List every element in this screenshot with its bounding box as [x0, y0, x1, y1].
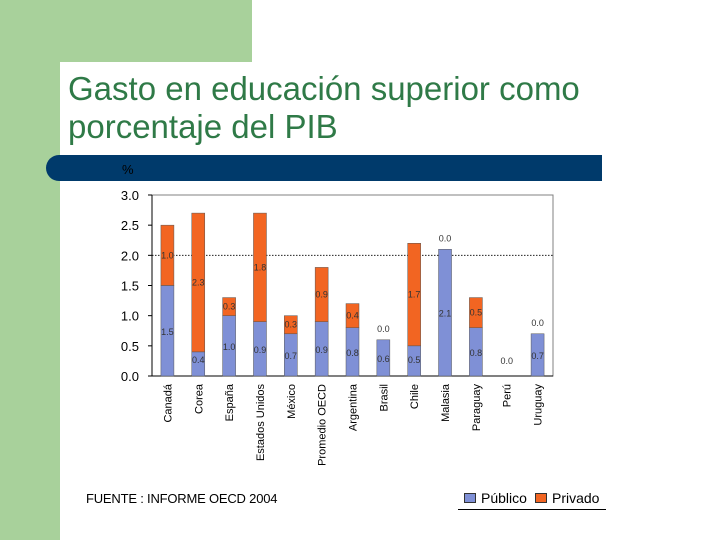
data-label-publico: 0.8 — [346, 348, 359, 358]
bar-privado — [222, 297, 236, 316]
x-tick-label: Canadá — [162, 383, 174, 422]
data-label-privado: 1.8 — [254, 262, 267, 272]
y-tick-label: 0.5 — [121, 339, 139, 354]
y-tick-label: 0.0 — [121, 369, 139, 384]
data-label-publico: 0.9 — [315, 345, 328, 355]
y-tick-label: 1.5 — [121, 279, 139, 294]
y-tick-label: 1.0 — [121, 309, 139, 324]
data-label-privado: 0.4 — [346, 311, 359, 321]
bar-privado — [160, 224, 175, 286]
x-tick-label: Chile — [409, 384, 421, 409]
bar-privado — [191, 212, 206, 353]
x-tick-label: Paraguay — [471, 384, 483, 432]
data-label-privado: 0.3 — [285, 320, 298, 330]
bar-publico — [376, 339, 391, 377]
bar-privado — [345, 303, 360, 328]
bar-publico — [530, 333, 545, 377]
x-tick-label: Uruguay — [533, 384, 545, 426]
data-label-privado: 1.7 — [408, 290, 421, 300]
legend-item-publico: Público — [464, 490, 527, 506]
y-axis-label: % — [122, 162, 134, 177]
title-underline-bar — [46, 155, 602, 181]
green-side-band — [0, 0, 60, 540]
x-tick-label: Malasia — [440, 383, 452, 422]
data-label-publico: 0.8 — [470, 348, 483, 358]
x-tick-label: España — [224, 383, 236, 421]
x-tick-label: México — [286, 384, 298, 419]
data-label-privado: 1.0 — [161, 250, 174, 260]
data-label-publico: 0.6 — [377, 354, 390, 364]
legend-swatch-privado — [535, 493, 547, 503]
x-tick-label: Argentina — [348, 383, 360, 431]
y-tick-label: 2.0 — [121, 248, 139, 263]
bar-publico — [438, 249, 452, 377]
legend-swatch-publico — [464, 493, 476, 503]
data-label-publico: 0.7 — [531, 351, 544, 361]
x-tick-label: Corea — [193, 383, 205, 414]
y-tick-label: 2.5 — [121, 218, 139, 233]
legend-label-publico: Público — [481, 490, 527, 506]
x-tick-label: Promedio OECD — [317, 384, 329, 466]
bar-privado — [253, 212, 267, 322]
data-label-publico: 1.0 — [223, 342, 236, 352]
data-label-publico: 1.5 — [161, 327, 174, 337]
data-label-publico: 0.7 — [285, 351, 298, 361]
data-label-privado: 0.0 — [439, 233, 452, 243]
data-label-privado: 0.3 — [223, 302, 236, 312]
data-label-privado: 0.5 — [470, 308, 483, 318]
x-tick-label: Estados Unidos — [255, 384, 267, 462]
data-label-publico: 2.1 — [439, 309, 452, 319]
slide-title: Gasto en educación superior como porcent… — [68, 70, 580, 145]
bar-privado — [469, 297, 483, 328]
data-label-publico: 0.5 — [408, 355, 421, 365]
data-label-privado: 2.3 — [192, 277, 205, 287]
data-label-publico: 0.0 — [500, 356, 513, 366]
chart-legend: Público Privado — [458, 487, 606, 510]
bar-privado — [314, 267, 329, 322]
data-label-publico: 0.4 — [192, 355, 205, 365]
legend-label-privado: Privado — [552, 490, 600, 506]
legend-item-privado: Privado — [535, 490, 599, 506]
data-label-publico: 0.9 — [254, 345, 267, 355]
data-label-privado: 0.9 — [315, 290, 328, 300]
x-tick-label: Brasil — [378, 384, 390, 412]
x-tick-label: Perú — [502, 384, 514, 407]
bar-privado — [284, 315, 298, 335]
y-tick-label: 3.0 — [121, 188, 139, 203]
data-label-privado: 0.0 — [377, 324, 390, 334]
bar-privado — [407, 243, 421, 347]
data-label-privado: 0.0 — [531, 318, 544, 328]
source-note: FUENTE : INFORME OECD 2004 — [86, 491, 278, 506]
